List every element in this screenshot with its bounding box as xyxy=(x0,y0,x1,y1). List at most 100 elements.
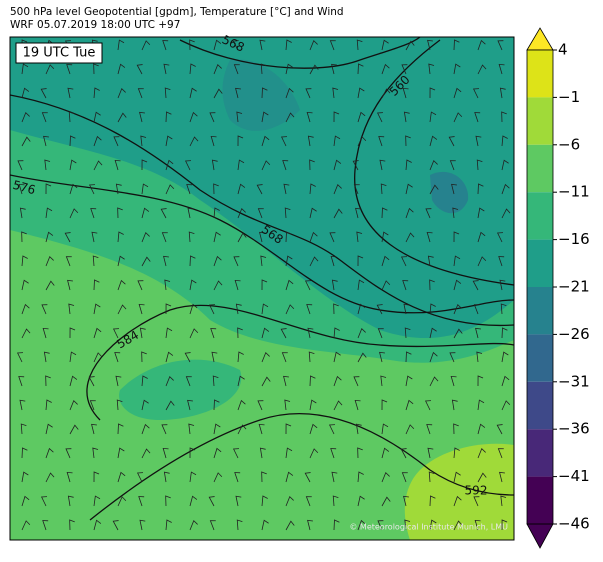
wind-barb xyxy=(379,159,386,171)
wind-barb xyxy=(256,184,263,195)
colorbar-extend-bottom xyxy=(526,523,554,549)
wind-barb xyxy=(69,400,78,411)
wind-barb xyxy=(137,88,144,99)
wind-barb xyxy=(189,471,197,483)
wind-barb xyxy=(45,207,53,219)
wind-barb xyxy=(18,376,25,387)
wind-barb xyxy=(69,183,78,195)
wind-barb xyxy=(117,447,125,459)
wind-barb xyxy=(381,39,389,51)
wind-barb xyxy=(306,111,313,123)
wind-barb xyxy=(285,471,294,483)
wind-barb xyxy=(165,327,173,339)
wind-barb xyxy=(333,351,341,363)
wind-barb xyxy=(213,280,223,291)
wind-barb xyxy=(235,87,241,99)
wind-barb xyxy=(40,496,48,507)
wind-barb xyxy=(405,40,415,51)
wind-barb xyxy=(213,183,219,195)
wind-barb xyxy=(213,88,223,99)
wind-barb xyxy=(453,495,462,507)
wind-barb xyxy=(93,87,100,99)
temp-region xyxy=(430,171,469,214)
wind-barb xyxy=(333,208,343,219)
colorbar-band xyxy=(527,476,553,524)
wind-barb xyxy=(448,136,455,147)
wind-barb xyxy=(189,279,197,291)
wind-barb xyxy=(379,351,385,363)
wind-barb xyxy=(233,256,240,267)
wind-barb xyxy=(165,135,173,147)
wind-barb xyxy=(476,351,483,363)
wind-barb xyxy=(67,87,74,99)
wind-barb xyxy=(165,184,175,195)
wind-barb xyxy=(261,495,268,507)
wind-barb xyxy=(259,447,266,459)
wind-barb xyxy=(380,375,387,387)
wind-barb xyxy=(498,256,505,267)
wind-barb xyxy=(90,208,97,219)
wind-barb xyxy=(283,375,289,387)
wind-barb xyxy=(189,520,198,531)
wind-barb xyxy=(333,135,341,147)
wind-barb xyxy=(185,376,192,387)
wind-barb xyxy=(89,400,96,411)
wind-barb xyxy=(424,400,432,411)
wind-barb xyxy=(477,375,484,387)
wind-barb xyxy=(213,447,222,459)
contour-label: 592 xyxy=(465,484,488,498)
wind-barb xyxy=(261,160,271,171)
wind-barb xyxy=(453,255,461,267)
wind-barb xyxy=(501,327,508,339)
wind-barb xyxy=(405,232,415,243)
wind-barb xyxy=(116,399,123,411)
wind-barb xyxy=(381,472,390,483)
wind-barb xyxy=(496,424,503,435)
wind-barb xyxy=(41,304,48,315)
wind-barb xyxy=(69,424,79,435)
wind-barb xyxy=(165,376,174,387)
wind-barb xyxy=(139,519,146,531)
wind-barb xyxy=(475,327,481,339)
wind-barb xyxy=(356,39,363,51)
wind-barb xyxy=(429,135,438,147)
wind-barb xyxy=(405,135,411,147)
wind-barb xyxy=(497,448,504,459)
wind-barb xyxy=(261,471,267,483)
colorbar-band xyxy=(527,287,553,335)
wind-barb xyxy=(93,279,100,291)
wind-barb xyxy=(403,303,410,315)
wind-barb xyxy=(64,232,71,243)
wind-barb xyxy=(429,111,437,123)
wind-barb xyxy=(141,351,147,363)
wind-barb xyxy=(476,159,483,171)
wind-barb xyxy=(163,63,170,75)
wind-barb xyxy=(260,255,267,267)
wind-barb xyxy=(189,136,199,147)
wind-barb xyxy=(280,136,288,147)
wind-barb xyxy=(237,399,246,411)
wind-barb xyxy=(309,375,316,387)
wind-barb xyxy=(234,472,241,483)
wind-barb xyxy=(161,232,168,243)
wind-barb xyxy=(40,88,47,99)
wind-barb xyxy=(357,447,363,459)
wind-barb xyxy=(281,352,288,363)
wind-barb xyxy=(69,351,77,363)
wind-barb xyxy=(237,135,244,147)
wind-barb xyxy=(92,255,99,267)
wind-barb xyxy=(234,279,241,291)
wind-barb xyxy=(357,136,367,147)
wind-barb xyxy=(405,399,414,411)
wind-barb xyxy=(235,303,242,315)
wind-barb xyxy=(453,447,460,459)
colorbar-band xyxy=(527,381,553,430)
wind-barb xyxy=(21,112,30,123)
wind-barb xyxy=(357,303,366,315)
wind-barb xyxy=(210,135,217,147)
wind-barb xyxy=(67,495,74,507)
wind-barb xyxy=(188,231,195,243)
wind-barb xyxy=(333,303,339,315)
wind-barb xyxy=(501,159,509,171)
wind-barb xyxy=(280,328,287,339)
